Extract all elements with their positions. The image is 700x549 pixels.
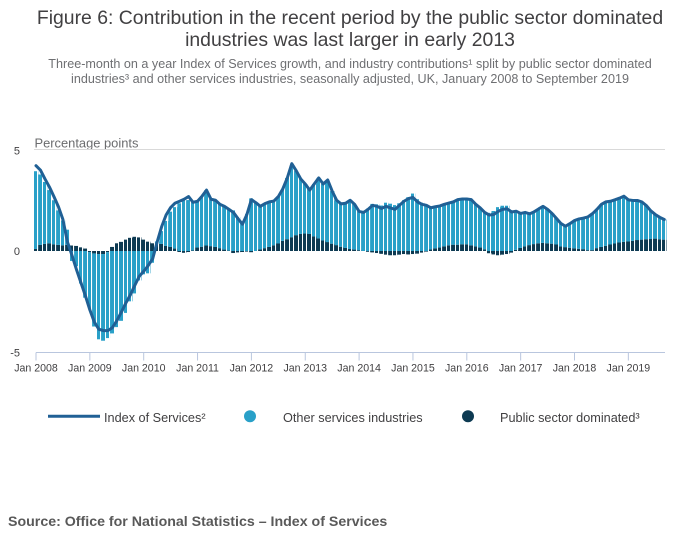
svg-text:Jan 2008: Jan 2008: [14, 362, 58, 374]
svg-text:Jan 2017: Jan 2017: [499, 362, 543, 374]
svg-text:Jan 2018: Jan 2018: [553, 362, 597, 374]
svg-text:Jan 2009: Jan 2009: [68, 362, 112, 374]
svg-text:5: 5: [14, 146, 20, 158]
svg-text:0: 0: [14, 246, 20, 258]
svg-text:Jan 2012: Jan 2012: [230, 362, 274, 374]
svg-text:Jan 2015: Jan 2015: [391, 362, 435, 374]
svg-text:Jan 2014: Jan 2014: [337, 362, 381, 374]
svg-text:Public sector dominated³: Public sector dominated³: [500, 411, 640, 425]
svg-text:Jan 2011: Jan 2011: [176, 362, 219, 374]
svg-text:Other services industries: Other services industries: [283, 411, 423, 425]
svg-text:Jan 2019: Jan 2019: [607, 362, 651, 374]
svg-text:Jan 2016: Jan 2016: [445, 362, 489, 374]
svg-text:-5: -5: [10, 348, 20, 360]
svg-text:Jan 2010: Jan 2010: [122, 362, 166, 374]
svg-text:Percentage points: Percentage points: [35, 136, 139, 151]
svg-text:Index of Services²: Index of Services²: [104, 411, 206, 425]
svg-text:Jan 2013: Jan 2013: [283, 362, 327, 374]
